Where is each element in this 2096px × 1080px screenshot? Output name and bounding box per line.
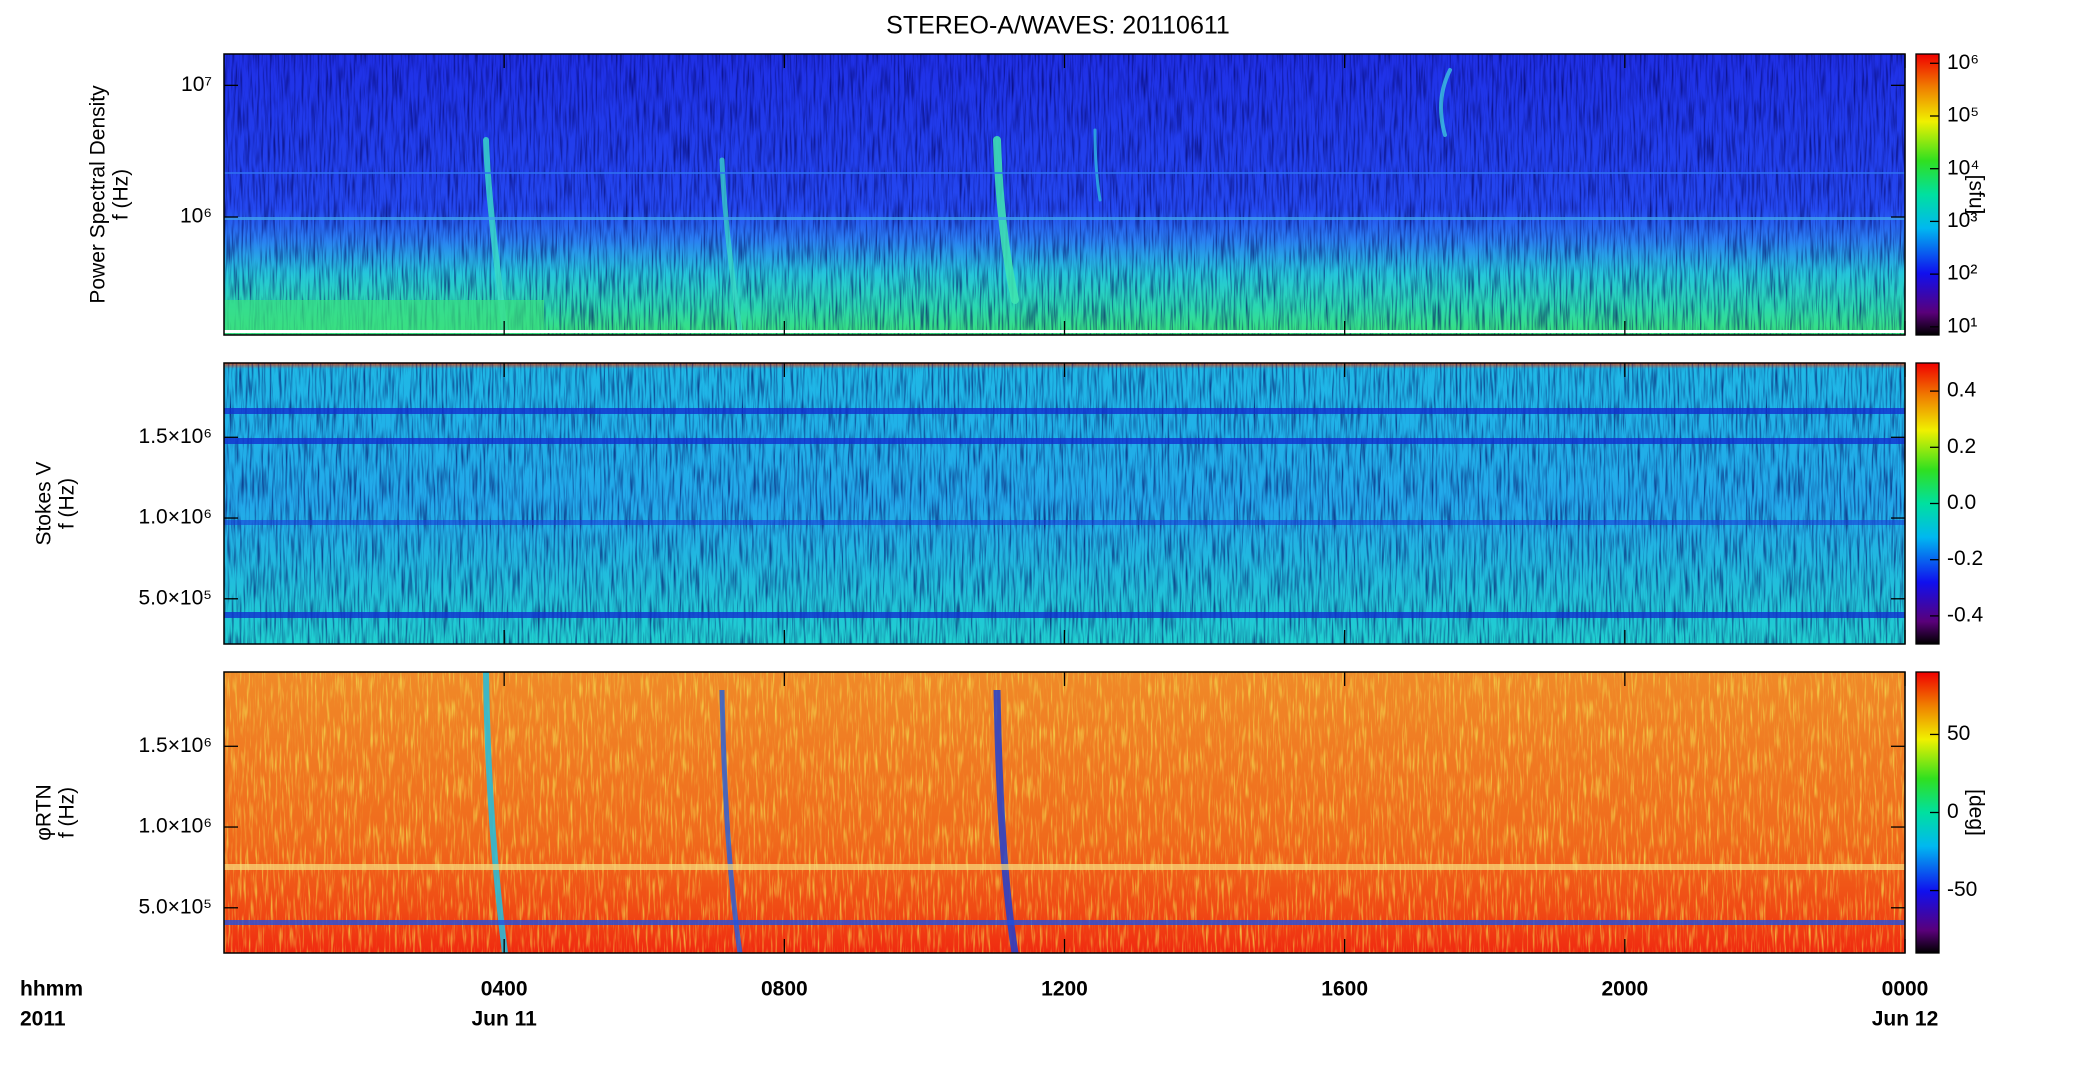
y-axis-label: Power Spectral Density	[87, 85, 110, 304]
chart-title: STEREO-A/WAVES: 20110611	[886, 12, 1230, 40]
y-tick-label: 1.0×10⁶	[139, 506, 212, 529]
y-axis-label: f (Hz)	[56, 787, 79, 838]
y-tick-label: 1.5×10⁶	[139, 425, 212, 448]
spectrogram-texture	[224, 363, 1905, 644]
x-tick-label: 1600	[1321, 978, 1368, 1001]
colorbar-tick-label: 10⁶	[1947, 51, 1979, 74]
spectrogram-texture	[224, 54, 1905, 335]
y-tick-label: 1.0×10⁶	[139, 815, 212, 838]
x-tick-label: 2000	[1601, 978, 1648, 1001]
burst-features	[224, 672, 1905, 953]
colorbar-tick-label: 10¹	[1947, 314, 1977, 337]
colorbar-tick-label: 0.0	[1947, 491, 1976, 514]
y-tick-label: 1.5×10⁶	[139, 734, 212, 757]
colorbar-tick-label: -50	[1947, 878, 1977, 901]
y-axis-label: Stokes V	[33, 461, 56, 545]
colorbar-tick-label: 0	[1947, 800, 1959, 823]
x-tick-label: 0800	[761, 978, 808, 1001]
y-tick-label: 5.0×10⁵	[138, 895, 212, 918]
x-date-label: Jun 12	[1872, 1008, 1939, 1031]
colorbar-tick-label: 10⁵	[1947, 104, 1979, 127]
colorbar-tick-label: 0.4	[1947, 379, 1977, 402]
y-tick-label: 10⁶	[180, 205, 212, 228]
decorations	[224, 68, 1905, 953]
colorbar-tick-label: 10⁴	[1947, 156, 1979, 179]
stripe-features	[224, 408, 1905, 618]
x-tick-label: 1200	[1041, 978, 1088, 1001]
x-tick-label: 0000	[1882, 978, 1929, 1001]
spectrogram-texture	[224, 672, 1905, 953]
colorbar-tick-label: -0.2	[1947, 547, 1983, 570]
colorbar-tick-label: 10²	[1947, 262, 1977, 285]
colorbar	[1915, 53, 1940, 336]
colorbar-label: [sfu]	[1964, 175, 1987, 215]
colorbar-tick-label: 0.2	[1947, 435, 1976, 458]
y-axis-label: φRTN	[33, 784, 56, 840]
x-date-label: Jun 11	[471, 1008, 537, 1031]
y-axis-label: f (Hz)	[110, 169, 133, 220]
colorbar-tick-label: -0.4	[1947, 603, 1984, 626]
y-axis-label: f (Hz)	[56, 478, 79, 529]
colorbar-label: [deg]	[1964, 789, 1987, 836]
colorbar-tick-label: 10³	[1947, 209, 1977, 232]
year-label: 2011	[20, 1008, 66, 1031]
x-tick-label: 0400	[481, 978, 528, 1001]
y-tick-label: 10⁷	[181, 73, 212, 96]
y-tick-label: 5.0×10⁵	[138, 586, 212, 609]
colorbar-tick-label: 50	[1947, 722, 1970, 745]
x-unit-label: hhmm	[20, 978, 83, 1001]
